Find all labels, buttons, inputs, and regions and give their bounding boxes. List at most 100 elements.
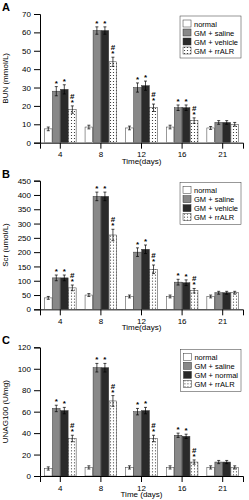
series bbox=[69, 229, 239, 309]
bar bbox=[109, 62, 117, 143]
error-bar bbox=[225, 121, 228, 125]
y-tick-label: 30 bbox=[22, 84, 31, 93]
annotation: * bbox=[136, 75, 140, 84]
bar bbox=[223, 462, 231, 476]
annotation: * bbox=[55, 267, 59, 276]
x-tick: 8 bbox=[99, 476, 104, 493]
x-tick-label: 16 bbox=[178, 317, 187, 326]
y-tick-mark bbox=[34, 224, 40, 225]
legend-label: GM + saline bbox=[194, 195, 234, 204]
legend: normalGM + salineGM + vehicleGM + rrALR bbox=[180, 16, 241, 58]
x-axis-line bbox=[41, 143, 244, 149]
y-tick-label: 0 bbox=[27, 139, 32, 148]
y-tick-mark bbox=[34, 390, 40, 391]
error-bar bbox=[217, 291, 220, 294]
x-tick-mark bbox=[182, 309, 183, 315]
bar bbox=[142, 86, 150, 143]
annotation: # bbox=[111, 382, 116, 391]
y-tick-mark bbox=[34, 281, 40, 282]
bar bbox=[52, 278, 60, 309]
bar bbox=[101, 368, 109, 476]
legend-frame bbox=[180, 349, 241, 391]
legend-swatch bbox=[183, 371, 191, 378]
x-tick: 16 bbox=[178, 476, 187, 493]
legend-swatch bbox=[183, 20, 191, 27]
legend-swatch bbox=[183, 29, 191, 36]
x-tick-label: 16 bbox=[178, 484, 187, 493]
legend-swatch bbox=[183, 38, 191, 45]
error-bar bbox=[152, 265, 155, 274]
legend: normalGM + salineGM + vehicleGM + rrALR bbox=[180, 183, 241, 225]
bar bbox=[231, 293, 239, 310]
error-bar bbox=[169, 466, 172, 469]
error-bar bbox=[103, 192, 106, 201]
y-tick: 0 bbox=[27, 472, 40, 481]
x-tick: 21 bbox=[218, 476, 227, 493]
y-tick-label: 120 bbox=[18, 343, 32, 352]
bar bbox=[150, 438, 158, 476]
y-tick: 20 bbox=[22, 102, 40, 111]
bar bbox=[85, 127, 93, 143]
y-tick-mark bbox=[34, 209, 40, 210]
y-axis-title: Scr (umol/L) bbox=[1, 223, 10, 267]
y-tick: 200 bbox=[18, 248, 40, 257]
bar bbox=[52, 408, 60, 476]
x-axis-title: Time(days) bbox=[122, 323, 162, 332]
y-tick: 80 bbox=[22, 386, 40, 395]
bar bbox=[101, 196, 109, 309]
bar bbox=[134, 88, 142, 143]
legend-swatch bbox=[183, 187, 191, 194]
annotation: # bbox=[192, 104, 197, 113]
y-tick-label: 80 bbox=[22, 386, 31, 395]
error-bar bbox=[225, 460, 228, 463]
error-bar bbox=[63, 85, 66, 94]
error-bar bbox=[111, 229, 114, 240]
bar bbox=[150, 108, 158, 143]
annotation: # bbox=[70, 92, 75, 101]
x-tick-label: 8 bbox=[99, 484, 104, 493]
annotation: * bbox=[136, 400, 140, 409]
x-tick-label: 8 bbox=[99, 150, 104, 159]
y-axis-line bbox=[34, 181, 41, 310]
y-tick-label: 300 bbox=[18, 220, 32, 229]
bar bbox=[142, 411, 150, 476]
annotations: *********#*#*#*# bbox=[55, 184, 197, 289]
legend-label: GM + rrALR bbox=[194, 47, 235, 56]
annotation: * bbox=[103, 355, 107, 364]
bar bbox=[126, 128, 134, 143]
error-bar bbox=[47, 467, 50, 470]
y-axis-line bbox=[34, 348, 41, 477]
y-tick-label: 350 bbox=[18, 205, 32, 214]
legend-label: GM + rrALR bbox=[194, 380, 235, 389]
error-bar bbox=[152, 104, 155, 111]
y-tick-mark bbox=[34, 106, 40, 107]
x-tick-mark bbox=[100, 476, 101, 482]
bar bbox=[182, 283, 190, 310]
annotation: * bbox=[63, 399, 67, 408]
x-tick: 16 bbox=[178, 143, 187, 160]
legend-label: normal bbox=[194, 186, 217, 195]
bar bbox=[61, 89, 69, 142]
legend-label: GM + normal bbox=[194, 371, 238, 380]
y-tick-mark bbox=[34, 433, 40, 434]
error-bar bbox=[169, 125, 172, 129]
x-tick-label: 21 bbox=[218, 317, 227, 326]
error-bar bbox=[47, 127, 50, 131]
legend-label: normal bbox=[194, 353, 217, 362]
error-bar bbox=[233, 291, 236, 294]
error-bar bbox=[217, 121, 220, 125]
error-bar bbox=[209, 126, 212, 129]
error-bar bbox=[71, 106, 74, 113]
error-bar bbox=[128, 466, 131, 469]
error-bar bbox=[95, 363, 98, 372]
x-tick-mark bbox=[222, 143, 223, 149]
chart-svg: 01020304050607048121621*********#*#*#*#A… bbox=[0, 0, 249, 500]
y-tick-label: 250 bbox=[18, 234, 32, 243]
y-tick: 50 bbox=[22, 47, 40, 56]
error-bar bbox=[144, 245, 147, 254]
y-tick: 120 bbox=[18, 343, 40, 352]
x-tick: 8 bbox=[99, 309, 104, 326]
bar bbox=[109, 235, 117, 309]
annotation: # bbox=[151, 90, 156, 99]
y-tick-label: 50 bbox=[22, 291, 31, 300]
